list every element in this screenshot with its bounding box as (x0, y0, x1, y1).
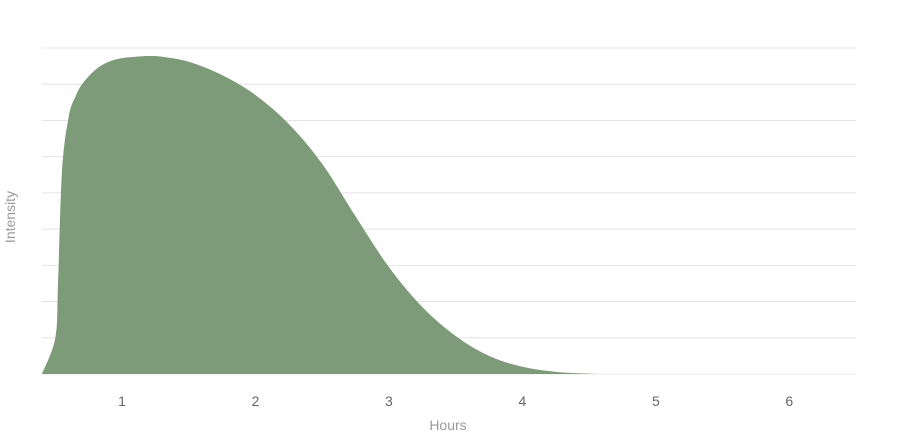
x-tick-label: 2 (252, 393, 260, 409)
x-tick-label: 4 (518, 393, 526, 409)
area-series (42, 55, 856, 375)
x-tick-labels: 1 2 3 4 5 6 (118, 393, 793, 409)
y-axis-title: Intensity (2, 191, 18, 243)
x-axis-title: Hours (429, 417, 466, 433)
x-tick-label: 3 (385, 393, 393, 409)
x-tick-label: 1 (118, 393, 126, 409)
x-tick-label: 5 (652, 393, 660, 409)
x-tick-label: 6 (785, 393, 793, 409)
